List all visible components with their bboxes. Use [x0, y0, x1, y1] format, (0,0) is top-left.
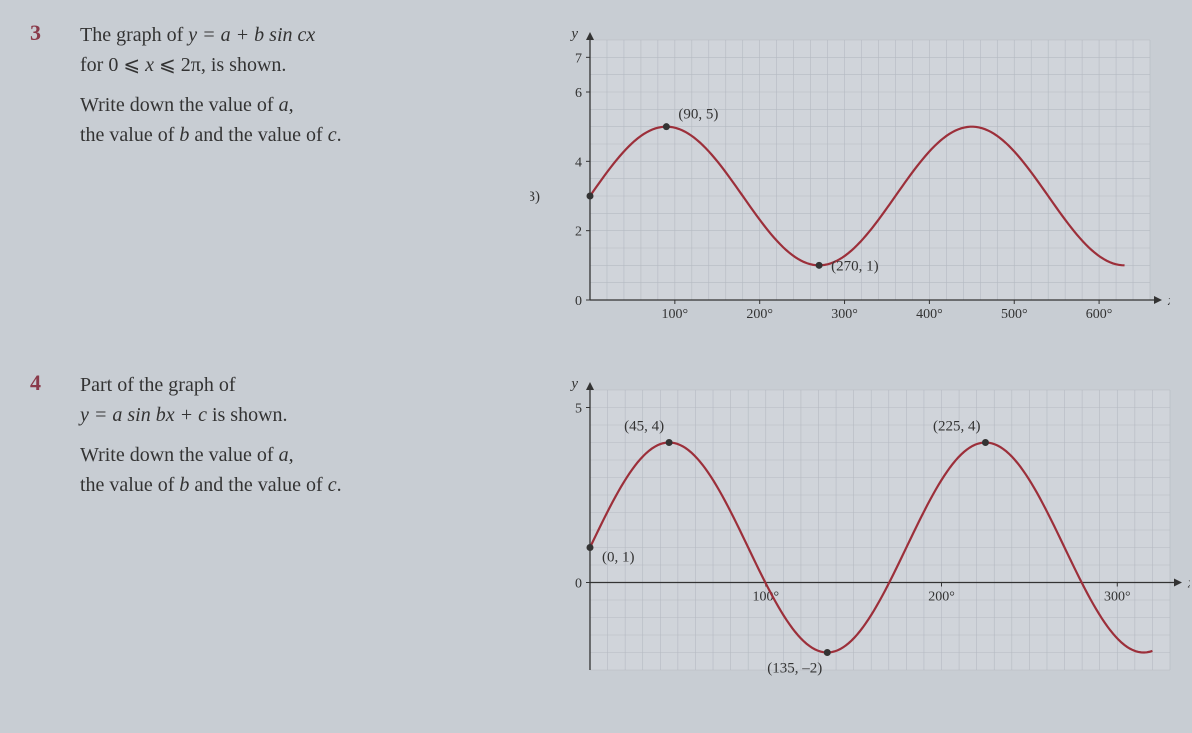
- var-b: b: [179, 474, 189, 496]
- chart-container-3: y x 0 2 4 6 7 100° 200° 300° 400° 500° 600° (0, 3) (90…: [500, 20, 1170, 340]
- problem-number: 4: [30, 370, 80, 396]
- svg-text:(225, 4): (225, 4): [933, 419, 981, 435]
- svg-text:6: 6: [575, 86, 582, 101]
- svg-text:(270, 1): (270, 1): [831, 258, 879, 274]
- svg-text:(0, 3): (0, 3): [530, 189, 540, 205]
- svg-text:y: y: [569, 376, 578, 392]
- svg-text:200°: 200°: [746, 307, 773, 322]
- text-seg: ,: [289, 94, 294, 116]
- text-seg: The graph of: [80, 24, 188, 46]
- text-par-2: Write down the value of a, the value of …: [80, 90, 500, 150]
- text-seg: and the value of: [189, 124, 327, 146]
- svg-text:300°: 300°: [1104, 590, 1131, 605]
- var-a: a: [279, 444, 289, 466]
- var-a: a: [279, 94, 289, 116]
- svg-text:200°: 200°: [928, 590, 955, 605]
- text-seg: the value of: [80, 124, 179, 146]
- svg-text:2: 2: [575, 225, 582, 240]
- svg-text:x: x: [1167, 293, 1170, 309]
- chart-container-4: yx05100°200°300°(0, 1)(45, 4)(225, 4)(13…: [500, 370, 1190, 710]
- text-seg: ,: [289, 444, 294, 466]
- text-seg: is shown.: [207, 404, 288, 426]
- svg-text:(90, 5): (90, 5): [678, 107, 718, 123]
- var-c: c: [328, 474, 337, 496]
- text-seg: for 0 ⩽: [80, 54, 145, 76]
- svg-text:7: 7: [575, 51, 582, 66]
- text-seg: .: [337, 124, 342, 146]
- svg-text:5: 5: [575, 402, 582, 417]
- text-par-1: Part of the graph of y = a sin bx + c is…: [80, 370, 500, 430]
- problem-number: 3: [30, 20, 80, 46]
- svg-text:0: 0: [575, 294, 582, 309]
- text-seg: ⩽ 2π, is shown.: [154, 54, 286, 76]
- var-b: b: [179, 124, 189, 146]
- text-seg: .: [337, 474, 342, 496]
- text-par-1: The graph of y = a + b sin cx for 0 ⩽ x …: [80, 20, 500, 80]
- problem-text: Part of the graph of y = a sin bx + c is…: [80, 370, 500, 510]
- problem-text: The graph of y = a + b sin cx for 0 ⩽ x …: [80, 20, 500, 160]
- chart-4: yx05100°200°300°(0, 1)(45, 4)(225, 4)(13…: [530, 370, 1190, 710]
- chart-3: y x 0 2 4 6 7 100° 200° 300° 400° 500° 600° (0, 3) (90…: [530, 20, 1170, 340]
- svg-text:(135, –2): (135, –2): [767, 661, 822, 677]
- text-seg: Write down the value of: [80, 94, 279, 116]
- equation: y = a sin bx + c: [80, 404, 207, 426]
- problem-4: 4 Part of the graph of y = a sin bx + c …: [30, 370, 1162, 710]
- text-par-2: Write down the value of a, the value of …: [80, 440, 500, 500]
- svg-text:4: 4: [575, 155, 582, 170]
- svg-text:100°: 100°: [662, 307, 689, 322]
- equation: y = a + b sin cx: [188, 24, 315, 46]
- svg-text:y: y: [569, 26, 578, 42]
- var-c: c: [328, 124, 337, 146]
- svg-text:400°: 400°: [916, 307, 943, 322]
- var-x: x: [145, 54, 154, 76]
- text-seg: and the value of: [189, 474, 327, 496]
- text-seg: Write down the value of: [80, 444, 279, 466]
- svg-text:(0, 1): (0, 1): [602, 550, 635, 566]
- problem-3: 3 The graph of y = a + b sin cx for 0 ⩽ …: [30, 20, 1162, 340]
- svg-text:500°: 500°: [1001, 307, 1028, 322]
- text-seg: the value of: [80, 474, 179, 496]
- svg-text:600°: 600°: [1086, 307, 1113, 322]
- svg-text:x: x: [1187, 576, 1190, 592]
- svg-text:(45, 4): (45, 4): [624, 419, 664, 435]
- text-seg: Part of the graph of: [80, 374, 236, 396]
- svg-text:300°: 300°: [831, 307, 858, 322]
- svg-text:0: 0: [575, 577, 582, 592]
